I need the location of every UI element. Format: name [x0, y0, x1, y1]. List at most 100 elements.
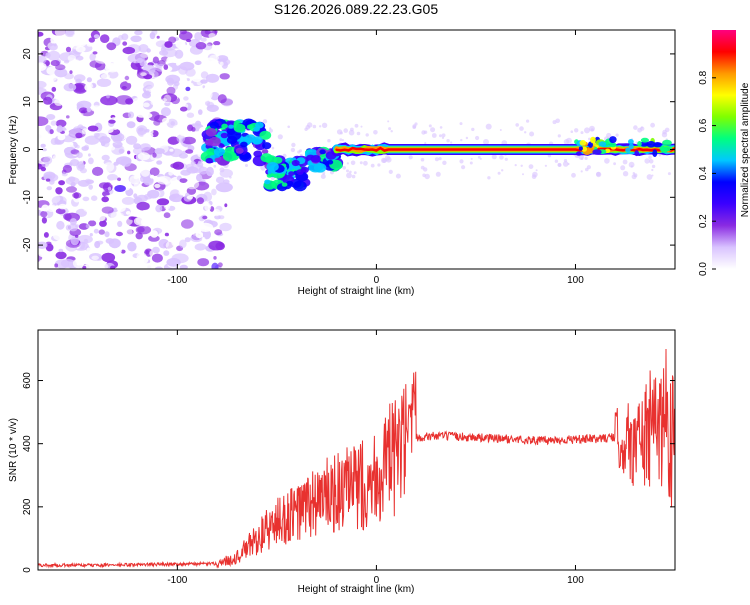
heatmap-cell [277, 134, 283, 140]
heatmap-cell [114, 185, 126, 192]
y-tick-label: 0 [22, 146, 33, 152]
heatmap-cell [127, 241, 137, 252]
heatmap-cell [491, 154, 497, 160]
heatmap-cell [220, 132, 229, 139]
heatmap-cell [441, 136, 445, 139]
heatmap-cell [213, 196, 223, 204]
heatmap-cell [387, 120, 390, 123]
heatmap-cell [88, 37, 96, 43]
spectrogram-y-ticks: -20 -10 0 10 20 [22, 48, 675, 252]
heatmap-cell [557, 162, 562, 167]
heatmap-cell [68, 99, 78, 110]
heatmap-cell [554, 159, 559, 163]
heatmap-cell [135, 89, 141, 95]
heatmap-cell [105, 127, 114, 133]
heatmap-cell [650, 122, 655, 128]
heatmap-cell [106, 94, 110, 99]
heatmap-cell [353, 171, 357, 175]
y-tick-label: 0 [22, 567, 33, 573]
heatmap-cell [50, 120, 57, 126]
heatmap-cell [313, 163, 327, 173]
heatmap-cell [162, 166, 169, 172]
heatmap-cell [90, 105, 103, 112]
heatmap-cell [151, 253, 163, 263]
heatmap-cell [342, 166, 347, 170]
heatmap-cell [390, 130, 393, 133]
heatmap-cell [107, 70, 119, 79]
heatmap-cell [93, 34, 100, 39]
heatmap-cell [58, 248, 64, 253]
heatmap-cell [646, 141, 656, 148]
heatmap-cell [477, 155, 481, 159]
heatmap-cell [206, 147, 216, 156]
heatmap-cell [46, 75, 57, 82]
heatmap-cell [205, 128, 217, 137]
heatmap-cell [245, 164, 248, 167]
heatmap-cell [78, 107, 88, 114]
heatmap-cell [526, 119, 530, 123]
heatmap-cell [268, 128, 273, 133]
heatmap-cell [99, 220, 107, 227]
heatmap-cell [92, 51, 98, 55]
heatmap-cell [296, 169, 304, 176]
heatmap-cell [363, 160, 368, 166]
heatmap-cell [179, 178, 188, 184]
heatmap-cell [165, 129, 175, 136]
heatmap-cell [208, 33, 216, 39]
heatmap-cell [291, 159, 300, 167]
heatmap-cell [662, 139, 672, 146]
heatmap-cell [112, 207, 118, 213]
heatmap-cell [412, 125, 417, 129]
heatmap-cell [205, 157, 213, 164]
heatmap-cell [55, 64, 66, 71]
heatmap-cell [185, 149, 194, 154]
y-tick-label: 10 [22, 96, 33, 108]
heatmap-cell [174, 49, 184, 59]
heatmap-cell [246, 124, 254, 130]
heatmap-cell [171, 234, 178, 239]
heatmap-cell [43, 156, 53, 165]
heatmap-cell [319, 149, 326, 155]
heatmap-cell [240, 141, 248, 148]
heatmap-cell [206, 166, 214, 177]
heatmap-cell [82, 265, 87, 269]
snr-ylabel: SNR (10 * v/v) [8, 418, 19, 482]
heatmap-cell [86, 107, 92, 113]
heatmap-cell [388, 169, 393, 174]
heatmap-cell [499, 155, 504, 160]
heatmap-cell [73, 59, 80, 65]
heatmap-cell [179, 129, 187, 137]
heatmap-cell [140, 167, 150, 177]
heatmap-cell [164, 232, 169, 237]
heatmap-cell [499, 129, 502, 131]
heatmap-cell [351, 174, 356, 179]
heatmap-cell [578, 154, 584, 160]
heatmap-cell [107, 174, 118, 181]
heatmap-cell [76, 100, 92, 110]
heatmap-cell [183, 96, 189, 101]
heatmap-cell [320, 174, 326, 179]
heatmap-cell [196, 173, 203, 182]
heatmap-cell [226, 135, 238, 145]
heatmap-cell [224, 203, 228, 208]
heatmap-cell [271, 146, 275, 150]
heatmap-cell [137, 152, 151, 161]
heatmap-cell [126, 79, 133, 84]
heatmap-cell [266, 173, 273, 178]
x-tick-label: 0 [374, 575, 380, 586]
heatmap-cell [163, 250, 170, 256]
heatmap-cell [420, 165, 425, 170]
heatmap-cell [63, 213, 72, 221]
heatmap-cell [589, 125, 595, 132]
heatmap-cell [117, 177, 121, 182]
heatmap-cell [628, 143, 634, 150]
heatmap-cell [89, 216, 95, 221]
heatmap-cell [222, 151, 237, 162]
heatmap-cell [150, 99, 159, 106]
heatmap-cell [115, 95, 133, 105]
heatmap-cell [81, 146, 89, 151]
heatmap-cell [136, 252, 147, 261]
heatmap-cell [197, 222, 214, 232]
heatmap-cell [373, 130, 378, 135]
